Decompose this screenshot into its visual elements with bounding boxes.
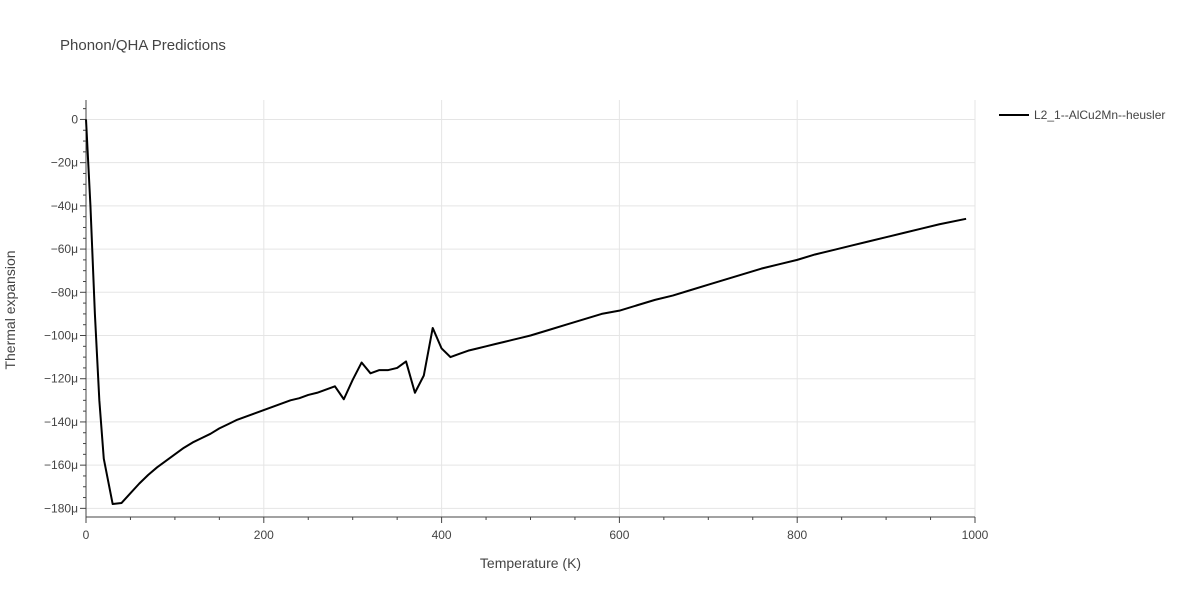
axes-layer: 0 200 400 600 800 1000 0 −20μ −40μ −60μ −80μ −100μ −…	[44, 100, 989, 542]
y-tick-label: −180μ	[44, 501, 78, 515]
x-tick-label: 1000	[962, 528, 989, 542]
x-tick-label: 600	[609, 528, 629, 542]
y-tick-label: −100μ	[44, 329, 78, 343]
series-layer	[85, 119, 967, 506]
x-tick-label: 0	[83, 528, 90, 542]
legend[interactable]: L2_1--AlCu2Mn--heusler	[999, 108, 1165, 122]
y-tick-label: −80μ	[51, 285, 78, 299]
y-tick-label: −20μ	[51, 156, 78, 170]
y-tick-label: −60μ	[51, 242, 78, 256]
grid-layer	[86, 100, 976, 517]
y-tick-label: 0	[71, 112, 78, 126]
legend-label: L2_1--AlCu2Mn--heusler	[1034, 108, 1165, 122]
chart-title: Phonon/QHA Predictions	[60, 37, 226, 54]
y-tick-label: −120μ	[44, 372, 78, 386]
series-line[interactable]	[85, 119, 967, 506]
x-tick-label: 400	[432, 528, 452, 542]
y-axis-title: Thermal expansion	[2, 250, 18, 369]
x-tick-label: 200	[254, 528, 274, 542]
y-tick-label: −40μ	[51, 199, 78, 213]
x-tick-label: 800	[787, 528, 807, 542]
y-tick-label: −160μ	[44, 458, 78, 472]
y-tick-label: −140μ	[44, 415, 78, 429]
x-axis-title: Temperature (K)	[480, 555, 581, 571]
